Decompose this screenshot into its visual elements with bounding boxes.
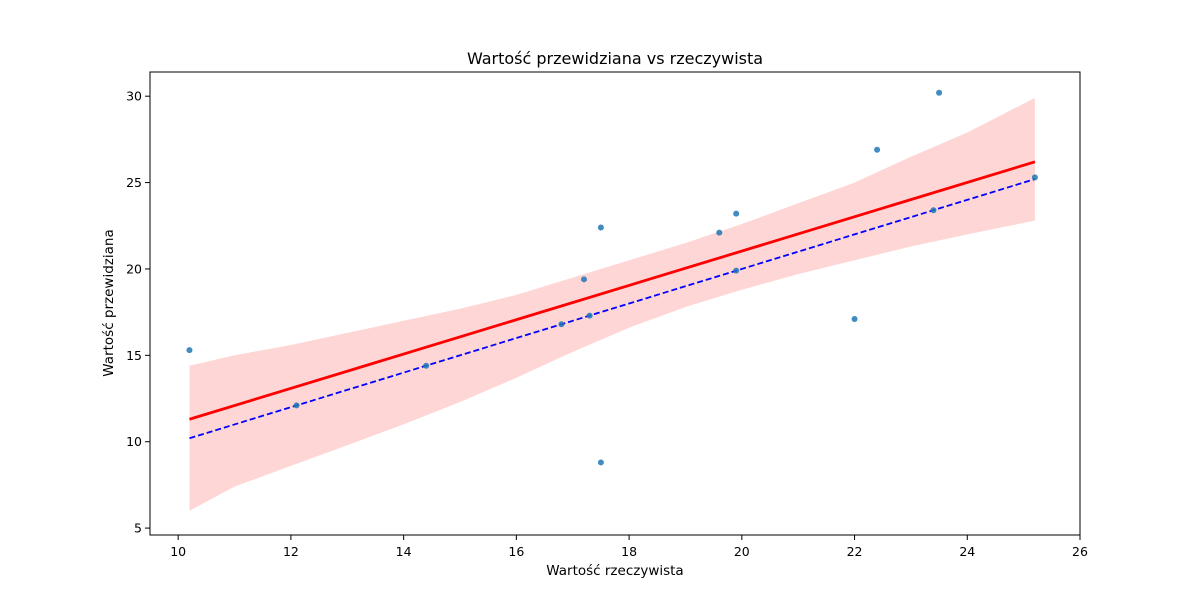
lines-layer [189, 160, 1036, 440]
x-tick-label: 24 [959, 544, 975, 559]
y-tick-label: 30 [126, 89, 142, 104]
x-axis-label: Wartość rzeczywista [546, 563, 683, 579]
data-point [733, 267, 740, 274]
data-point [586, 312, 593, 319]
y-tick-label: 5 [134, 521, 142, 536]
plot-frame [149, 71, 1081, 536]
confidence-band [189, 97, 1035, 511]
y-tick-label: 10 [126, 434, 142, 449]
x-tick-label: 16 [508, 544, 524, 559]
regression-line [189, 160, 1036, 421]
data-point [597, 224, 604, 231]
y-tick-label: 20 [126, 261, 142, 276]
data-point [930, 207, 937, 214]
data-point [733, 210, 740, 217]
data-point [293, 402, 300, 409]
data-point [936, 89, 943, 96]
ideal-line [189, 178, 1036, 440]
data-point [558, 321, 565, 328]
data-point [186, 347, 193, 354]
data-point [874, 146, 881, 153]
points-layer [186, 89, 1038, 466]
x-tick-label: 22 [847, 544, 863, 559]
y-tick-label: 15 [126, 348, 142, 363]
plot-area [149, 71, 1081, 536]
data-point [597, 459, 604, 466]
confidence-band-layer [189, 97, 1035, 511]
x-tick-label: 10 [170, 544, 186, 559]
x-axis-ticks: 10 12 14 16 18 20 22 24 26 [170, 535, 1088, 559]
x-tick-label: 12 [283, 544, 299, 559]
y-tick-label: 25 [126, 175, 142, 190]
data-point [581, 276, 587, 283]
data-point [716, 229, 723, 236]
y-axis-label: Wartość przewidziana [101, 229, 117, 376]
data-point [851, 316, 858, 323]
data-point [423, 362, 430, 369]
y-axis-ticks: 5 10 15 20 25 30 [126, 89, 150, 536]
x-tick-label: 14 [396, 544, 412, 559]
x-tick-label: 26 [1072, 544, 1088, 559]
data-point [1031, 174, 1038, 181]
x-tick-label: 18 [621, 544, 637, 559]
x-tick-label: 20 [734, 544, 750, 559]
chart-title: Wartość przewidziana vs rzeczywista [467, 49, 763, 68]
